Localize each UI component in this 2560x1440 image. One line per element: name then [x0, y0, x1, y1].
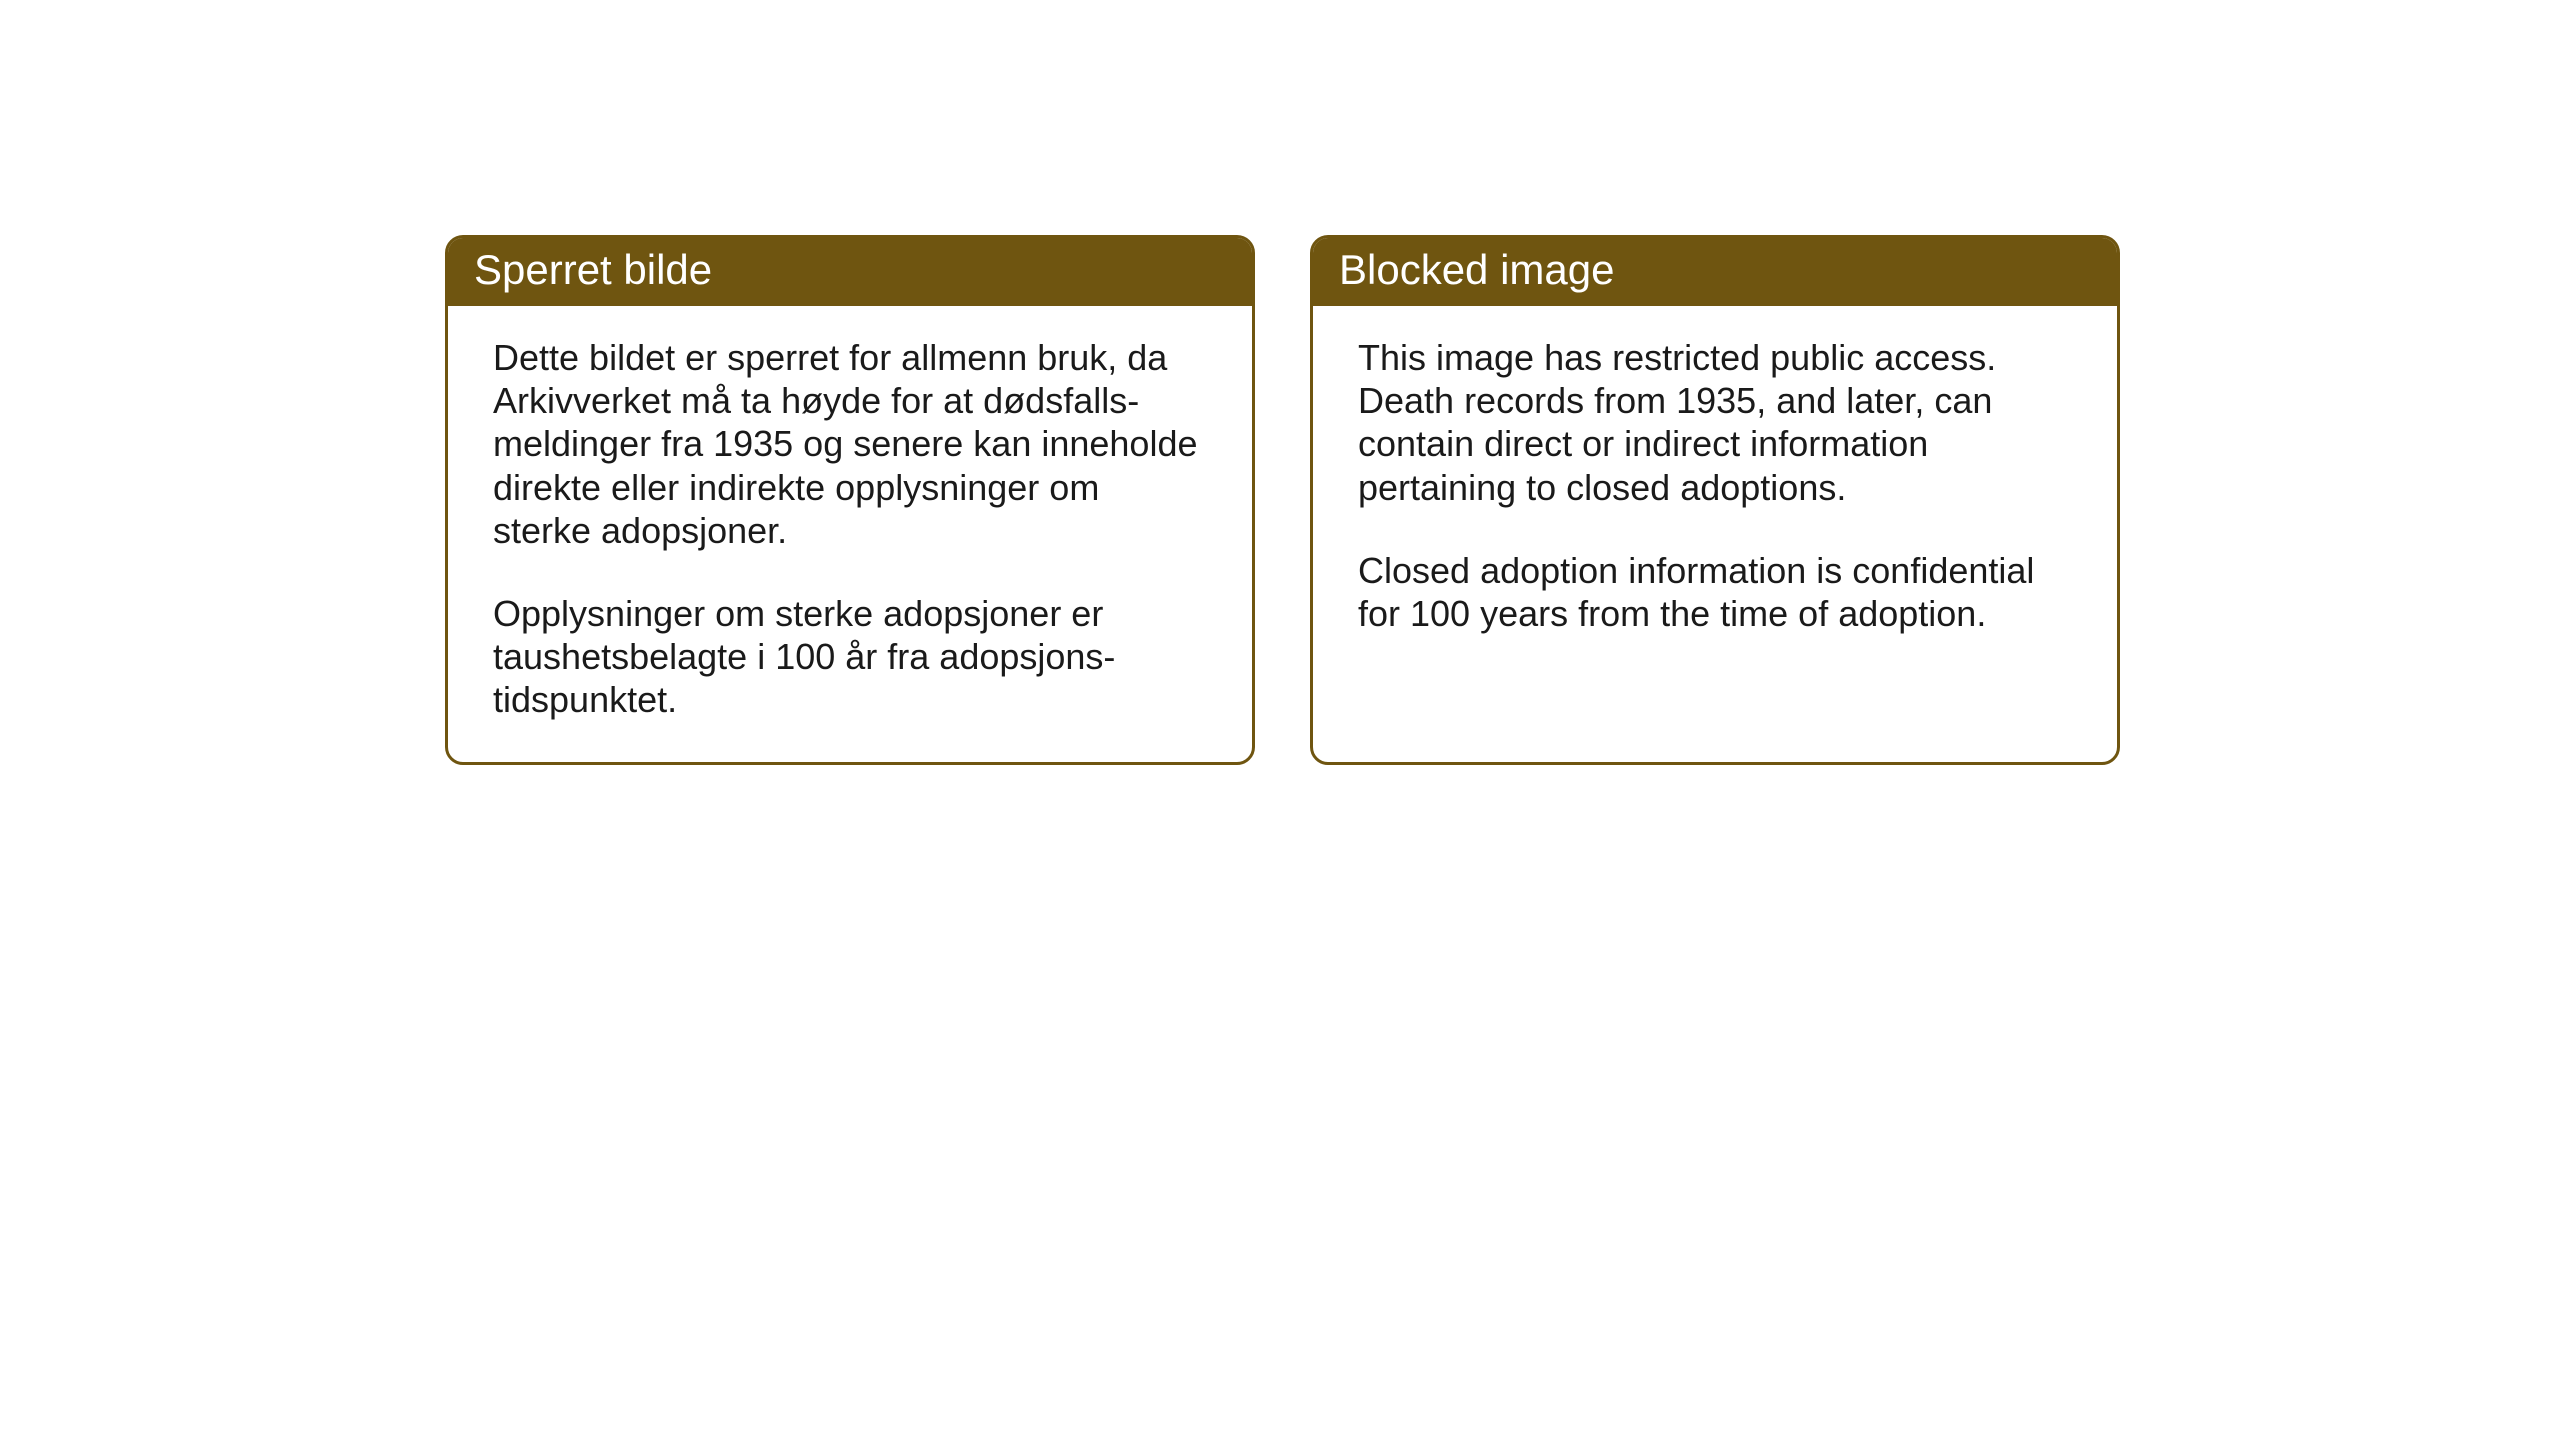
- notice-paragraph: Closed adoption information is confident…: [1358, 549, 2072, 635]
- notice-body-norwegian: Dette bildet er sperret for allmenn bruk…: [448, 306, 1252, 762]
- notice-card-english: Blocked image This image has restricted …: [1310, 235, 2120, 765]
- notice-header-norwegian: Sperret bilde: [448, 238, 1252, 306]
- notice-title: Blocked image: [1339, 246, 1614, 293]
- notice-title: Sperret bilde: [474, 246, 712, 293]
- notice-paragraph: Dette bildet er sperret for allmenn bruk…: [493, 336, 1207, 552]
- notice-header-english: Blocked image: [1313, 238, 2117, 306]
- notice-container: Sperret bilde Dette bildet er sperret fo…: [445, 235, 2120, 765]
- notice-paragraph: This image has restricted public access.…: [1358, 336, 2072, 509]
- notice-body-english: This image has restricted public access.…: [1313, 306, 2117, 751]
- notice-card-norwegian: Sperret bilde Dette bildet er sperret fo…: [445, 235, 1255, 765]
- notice-paragraph: Opplysninger om sterke adopsjoner er tau…: [493, 592, 1207, 722]
